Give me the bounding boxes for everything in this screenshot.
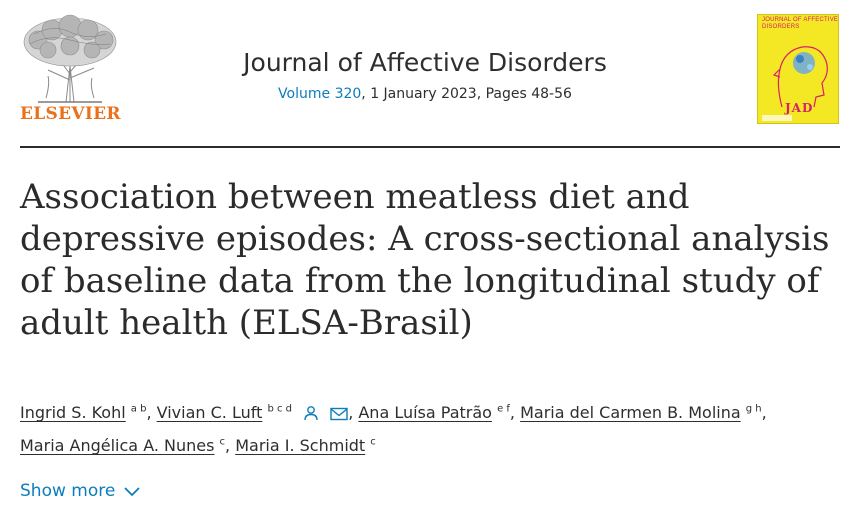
cover-title: JOURNAL OF AFFECTIVE DISORDERS (762, 17, 839, 30)
affiliation-markers[interactable]: c (219, 436, 226, 448)
person-icon[interactable] (303, 401, 319, 431)
affiliation-markers[interactable]: g h (745, 403, 762, 415)
author-name-link[interactable]: Ingrid S. Kohl (20, 403, 126, 422)
author-name-link[interactable]: Maria del Carmen B. Molina (520, 403, 741, 422)
author-name-link[interactable]: Maria I. Schmidt (235, 436, 366, 455)
journal-meta: Volume 320, 1 January 2023, Pages 48-56 (160, 86, 690, 102)
affiliation-markers[interactable]: e f (497, 403, 510, 415)
author-item: Vivian C. Luft b c d , (157, 403, 359, 422)
author-name-link[interactable]: Ana Luísa Patrão (358, 403, 492, 422)
author-item: Maria I. Schmidt c (235, 436, 376, 455)
author-item: Maria del Carmen B. Molina g h, (520, 403, 767, 422)
author-item: Maria Angélica A. Nunes c, (20, 436, 236, 455)
issue-info: , 1 January 2023, Pages 48-56 (361, 86, 572, 102)
author-list: Ingrid S. Kohl a b, Vivian C. Luft b c d… (20, 398, 840, 461)
cover-art-icon (762, 46, 828, 121)
journal-cover-thumbnail[interactable]: JOURNAL OF AFFECTIVE DISORDERS JAD (757, 14, 839, 124)
envelope-icon[interactable] (330, 401, 348, 431)
volume-link[interactable]: Volume 320 (278, 86, 362, 102)
chevron-down-icon (124, 487, 140, 497)
show-more-label: Show more (20, 481, 116, 501)
author-item: Ana Luísa Patrão e f, (358, 403, 521, 422)
affiliation-markers[interactable]: c (370, 436, 376, 448)
journal-header: Journal of Affective Disorders Volume 32… (160, 48, 690, 102)
article-title: Association between meatless diet and de… (20, 177, 830, 343)
author-name-link[interactable]: Maria Angélica A. Nunes (20, 436, 215, 455)
elsevier-tree-icon (23, 14, 117, 103)
elsevier-logo[interactable] (18, 14, 122, 126)
author-name-link[interactable]: Vivian C. Luft (156, 403, 263, 422)
journal-title-link[interactable]: Journal of Affective Disorders (243, 48, 607, 77)
header-divider (20, 146, 840, 148)
show-more-button[interactable]: Show more (20, 481, 141, 501)
affiliation-markers[interactable]: b c d (267, 403, 292, 415)
cover-abbr: JAD (785, 101, 814, 115)
affiliation-markers[interactable]: a b (130, 403, 147, 415)
author-item: Ingrid S. Kohl a b, (20, 403, 157, 422)
publisher-name: ELSEVIER (20, 104, 121, 124)
